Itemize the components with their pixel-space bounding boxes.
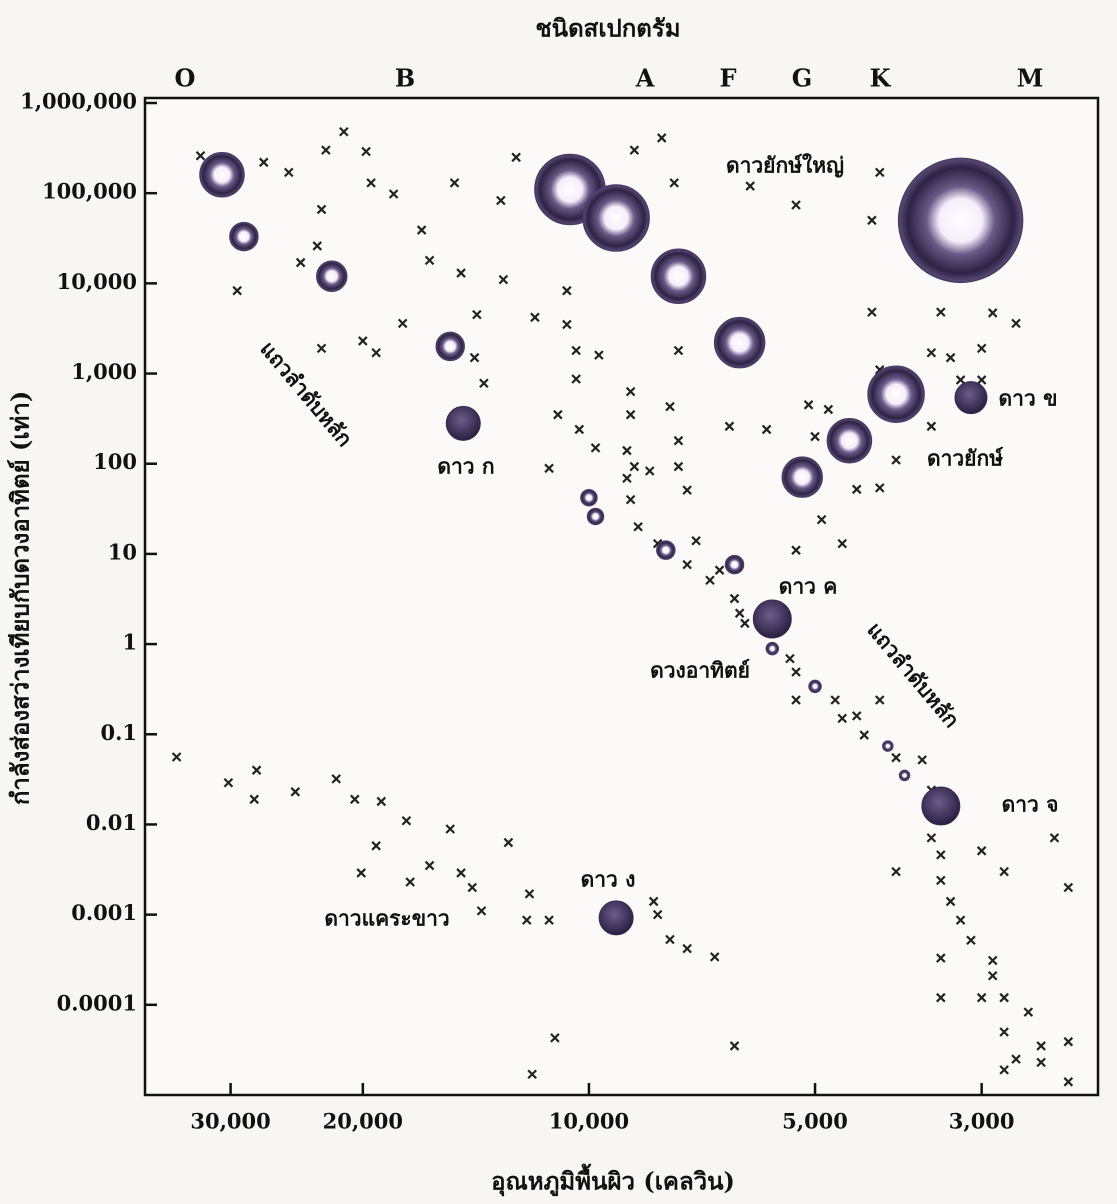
star-ring [715,318,765,368]
y-tick-label: 1,000,000 [20,89,137,114]
spectral-class: K [870,64,892,93]
star-ring [230,223,258,251]
annotation: ดาว ข [999,386,1058,411]
y-tick-label: 1,000 [71,359,137,384]
y-tick-label: 100,000 [42,179,137,204]
annotation: ดาวยักษ์ใหญ่ [726,153,844,179]
annotation: ดาวยักษ์ [927,446,1004,471]
y-tick-label: 10,000 [57,269,137,294]
star-ring [827,419,871,463]
spectral-class: M [1017,64,1044,93]
annotation: ดาว จ [1002,792,1059,817]
star-dot [955,382,987,414]
star-ring [583,185,649,251]
spectral-class: G [792,64,813,93]
star-ring [436,332,464,360]
y-tick-label: 100 [93,449,137,474]
star-ring [588,508,604,524]
annotation: ดวงอาทิตย์ [650,658,750,683]
chart: ชนิดสเปกตรัม อุณหภูมิพื้นผิว (เคลวิน) กำ… [0,0,1117,1204]
annotation: ดาว ก [437,454,494,479]
star-ring [726,556,744,574]
chart-title: ชนิดสเปกตรัม [535,14,680,43]
y-tick-label: 0.1 [100,720,137,745]
star-dot [446,406,480,440]
y-axis-label: กำลังส่องสว่างเทียบกับดวงอาทิตย์ (เท่า) [6,391,35,805]
star-ring [782,457,822,497]
star-ring [883,741,893,751]
spectral-class: A [635,64,655,93]
y-tick-label: 0.01 [86,810,137,835]
annotation: ดาว ง [581,867,636,892]
star-ring [581,490,597,506]
x-tick-label: 5,000 [782,1109,848,1134]
star-ring [766,643,778,655]
star-ring [200,153,244,197]
annotation: ดาว ค [779,574,838,599]
y-tick-label: 10 [108,539,137,564]
x-tick-label: 10,000 [549,1109,629,1134]
y-tick-label: 1 [122,630,137,655]
x-tick-label: 3,000 [949,1109,1015,1134]
x-tick-label: 20,000 [323,1109,403,1134]
spectral-class: F [719,64,736,93]
annotation: ดาวแคระขาว [324,906,449,931]
x-axis-label: อุณหภูมิพื้นผิว (เคลวิน) [491,1163,735,1198]
star-ring [899,158,1023,282]
star-dot [922,787,960,825]
y-tick-label: 0.0001 [57,990,137,1015]
star-ring [317,261,347,291]
star-dot [753,600,791,638]
star-ring [657,541,675,559]
spectral-class: O [175,64,196,93]
spectral-class: B [395,64,415,93]
x-tick-label: 30,000 [190,1109,270,1134]
star-ring [868,366,924,422]
star-dot [599,901,633,935]
star-ring [900,770,910,780]
y-tick-label: 0.001 [71,900,137,925]
star-ring [651,249,705,303]
star-ring [809,680,821,692]
